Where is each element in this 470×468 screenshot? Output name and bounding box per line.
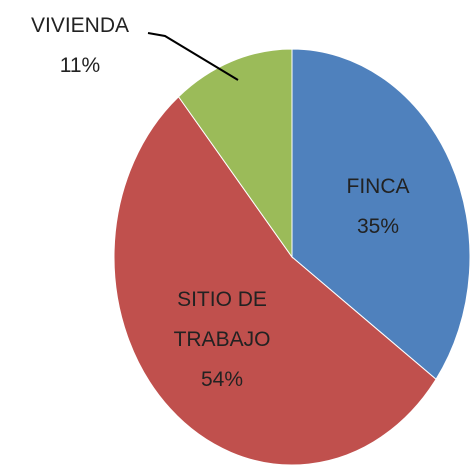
value-label: 11% (59, 54, 101, 77)
pie-slice (177, 48, 293, 259)
category-label: FINCA (346, 175, 410, 198)
value-label: 54% (200, 368, 244, 391)
category-label: SITIO DE TRABAJO (173, 288, 271, 351)
value-label: 35% (356, 215, 400, 238)
slice-label: SITIO DE TRABAJO 54% (157, 280, 287, 400)
pie-slice (291, 48, 470, 381)
leader-line (147, 32, 239, 81)
category-label: VIVIENDA (30, 14, 130, 37)
slice-label: VIVIENDA 11% (10, 6, 150, 86)
pie-slice (113, 95, 437, 466)
slice-label: FINCA 35% (318, 167, 438, 247)
